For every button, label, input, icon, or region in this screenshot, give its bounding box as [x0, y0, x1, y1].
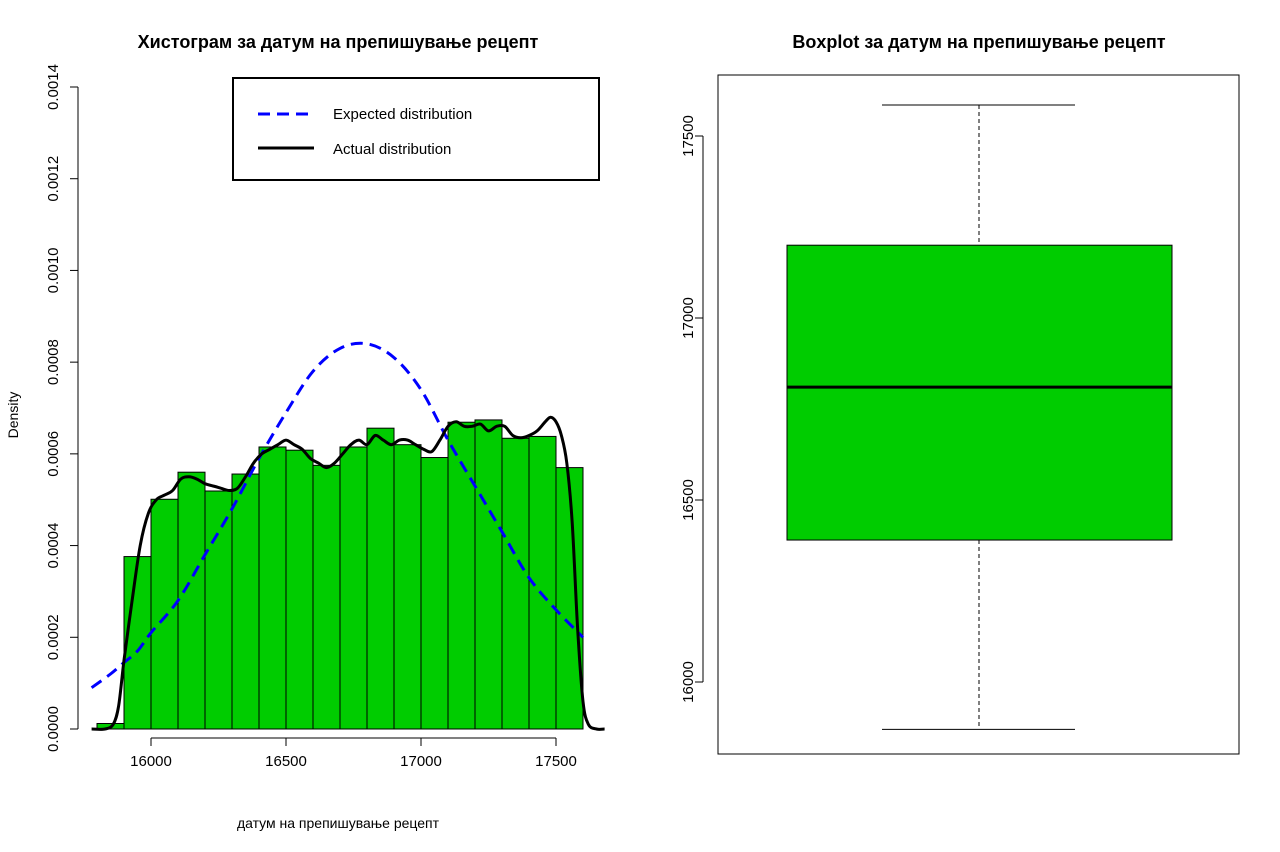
histogram-bar [312, 464, 341, 730]
boxplot-panel: Boxplot за датум на препишување рецепт 1… [680, 32, 1240, 755]
y-tick-label: 17500 [680, 115, 697, 157]
y-tick-label: 0.0010 [45, 247, 62, 293]
histogram-bar [150, 498, 179, 730]
y-tick-label: 16500 [680, 479, 697, 521]
histogram-bar [474, 419, 503, 730]
histogram-bar [231, 473, 260, 730]
y-tick-label: 0.0008 [45, 339, 62, 385]
x-tick-label: 17000 [400, 753, 442, 770]
histogram-x-axis: 16000 16500 17000 17500 [130, 737, 577, 770]
histogram-bars [96, 419, 584, 730]
y-tick-label: 0.0006 [45, 431, 62, 477]
histogram-bar [447, 421, 476, 730]
y-tick-label: 0.0002 [45, 614, 62, 660]
histogram-bar [366, 427, 395, 730]
legend-box [232, 77, 600, 181]
histogram-bar [258, 446, 287, 730]
legend-actual-label: Actual distribution [333, 141, 451, 158]
histogram-bar [555, 467, 584, 730]
histogram-bar [420, 457, 449, 730]
histogram-bar [501, 437, 530, 730]
histogram-bar [123, 556, 152, 730]
histogram-x-label: датум на препишување рецепт [237, 815, 440, 831]
histogram-bar [285, 449, 314, 730]
legend-expected-label: Expected distribution [333, 106, 472, 123]
x-tick-label: 16000 [130, 753, 172, 770]
y-tick-label: 16000 [680, 661, 697, 703]
boxplot-title: Boxplot за датум на препишување рецепт [792, 32, 1165, 52]
y-tick-label: 0.0012 [45, 156, 62, 202]
histogram-panel: Хистограм за датум на препишување рецепт… [5, 32, 605, 831]
histogram-y-label: Density [5, 392, 21, 439]
interquartile-box [786, 244, 1173, 541]
histogram-bar [393, 444, 422, 730]
y-tick-label: 0.0000 [45, 706, 62, 752]
expected-distribution-line [90, 341, 585, 689]
boxplot-y-axis: 16000 16500 17000 17500 [680, 115, 704, 703]
boxplot-body [786, 104, 1173, 730]
y-tick-label: 0.0004 [45, 523, 62, 569]
y-tick-label: 17000 [680, 297, 697, 339]
histogram-legend: Expected distribution Actual distributio… [232, 77, 600, 181]
boxplot-frame [717, 74, 1240, 755]
histogram-bar [339, 446, 368, 730]
x-tick-label: 17500 [535, 753, 577, 770]
y-tick-label: 0.0014 [45, 64, 62, 110]
x-tick-label: 16500 [265, 753, 307, 770]
histogram-bar [204, 490, 233, 730]
actual-distribution-line [91, 415, 605, 731]
histogram-title: Хистограм за датум на препишување рецепт [138, 32, 539, 52]
histogram-y-axis: 0.0000 0.0002 0.0004 0.0006 0.0008 0.0010 0.00… [45, 64, 79, 752]
histogram-bar [177, 471, 206, 730]
